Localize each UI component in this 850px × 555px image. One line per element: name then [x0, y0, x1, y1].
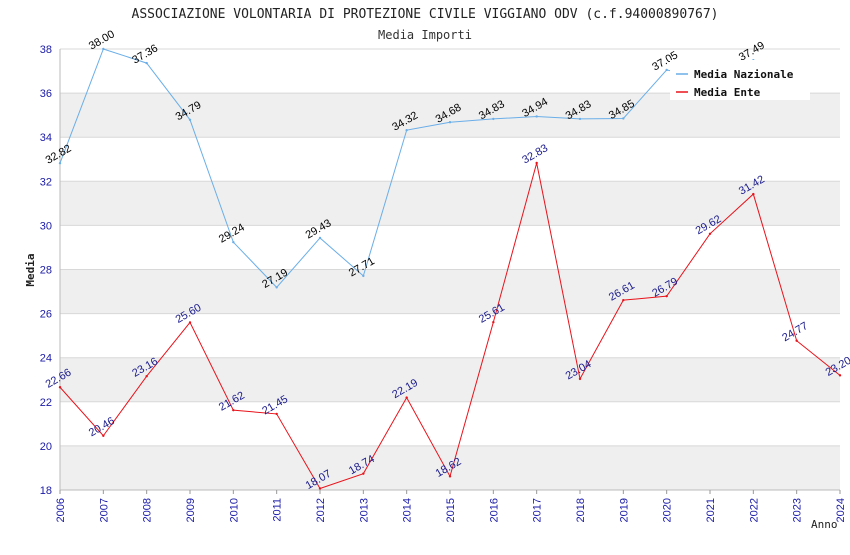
data-point — [362, 274, 365, 278]
data-point — [535, 115, 538, 118]
x-axis-label: Anno — [811, 518, 838, 531]
data-point — [318, 236, 322, 240]
data-point — [145, 375, 148, 378]
data-point — [578, 117, 582, 121]
x-tick-label: 2015 — [445, 498, 457, 522]
legend-label-nazionale: Media Nazionale — [694, 68, 794, 81]
x-tick-label: 2017 — [532, 498, 544, 522]
x-tick-label: 2020 — [662, 498, 674, 522]
y-tick-label: 24 — [40, 353, 52, 365]
data-point — [232, 240, 235, 244]
y-tick-label: 32 — [40, 176, 52, 188]
y-tick-label: 18 — [40, 485, 52, 497]
x-tick-label: 2016 — [488, 498, 500, 522]
plot-band — [60, 401, 840, 446]
y-tick-label: 34 — [40, 132, 52, 144]
data-point — [492, 117, 495, 121]
data-point — [275, 412, 278, 416]
data-point — [275, 286, 278, 289]
y-tick-label: 30 — [40, 220, 52, 232]
data-point — [102, 47, 105, 51]
plot-band — [60, 137, 840, 182]
data-point — [405, 396, 408, 399]
series-lines — [58, 47, 842, 490]
y-tick-label: 22 — [40, 397, 52, 409]
x-tick-label: 2007 — [98, 498, 110, 522]
y-tick-label: 26 — [40, 309, 52, 321]
x-tick-label: 2024 — [835, 498, 847, 522]
y-tick-label: 36 — [40, 88, 52, 100]
data-point — [145, 61, 148, 65]
plot-band — [60, 445, 840, 490]
plot-band — [60, 181, 840, 226]
x-tick-label: 2023 — [792, 498, 804, 522]
data-point — [752, 192, 755, 196]
plot-band — [60, 225, 840, 270]
data-point — [665, 294, 668, 298]
data-point — [232, 408, 235, 412]
data-point — [795, 339, 798, 342]
data-point — [102, 434, 105, 437]
x-tick-label: 2018 — [575, 498, 587, 522]
y-tick-label: 38 — [40, 44, 52, 56]
plot-band — [60, 93, 840, 138]
x-tick-label: 2008 — [142, 498, 154, 522]
data-point — [578, 377, 582, 381]
x-tick-label: 2022 — [748, 498, 760, 522]
x-tick-label: 2010 — [228, 498, 240, 522]
data-point — [58, 162, 62, 165]
y-tick-label: 28 — [40, 265, 52, 277]
x-tick-label: 2009 — [185, 498, 197, 522]
chart-title: ASSOCIAZIONE VOLONTARIA DI PROTEZIONE CI… — [132, 7, 719, 22]
plot-band — [60, 269, 840, 314]
plot-band — [60, 357, 840, 402]
data-point — [405, 128, 408, 132]
legend-box — [670, 60, 810, 100]
data-point — [708, 232, 712, 235]
plot-bands — [60, 49, 840, 490]
data-point — [188, 118, 192, 121]
x-tick-label: 2019 — [618, 498, 630, 522]
x-tick-label: 2013 — [358, 498, 370, 522]
data-point — [448, 121, 452, 124]
legend: Media Nazionale Media Ente — [670, 60, 810, 100]
x-tick-label: 2021 — [705, 498, 717, 522]
data-point — [622, 298, 625, 302]
x-tick-label: 2006 — [55, 498, 67, 522]
chart-subtitle: Media Importi — [378, 28, 472, 42]
data-point — [535, 161, 538, 165]
data-point — [188, 321, 192, 324]
data-point — [492, 320, 495, 324]
data-point — [448, 475, 452, 478]
x-tick-label: 2014 — [402, 498, 414, 522]
plot-band — [60, 313, 840, 358]
y-tick-label: 20 — [40, 441, 52, 453]
x-tick-label: 2011 — [272, 498, 284, 522]
data-point — [58, 386, 62, 389]
x-tick-label: 2012 — [315, 498, 327, 522]
data-point — [665, 68, 668, 72]
data-point — [622, 117, 625, 120]
y-axis-label: Media — [24, 253, 37, 286]
data-point — [362, 472, 365, 475]
legend-label-ente: Media Ente — [694, 86, 761, 99]
data-point — [838, 374, 842, 377]
data-point — [318, 487, 322, 490]
